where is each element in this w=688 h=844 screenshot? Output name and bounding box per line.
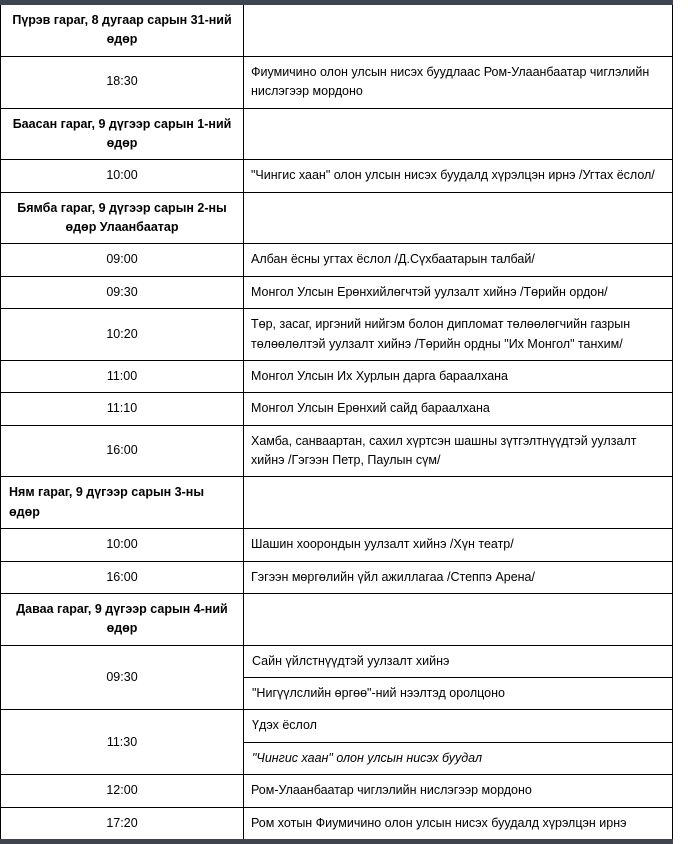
schedule-row: 10:00 Шашин хоорондын уулзалт хийнэ /Хүн …	[0, 528, 673, 562]
schedule-time: 09:00	[0, 243, 244, 277]
schedule-time: 16:00	[0, 424, 244, 478]
document-page: Пүрэв гараг, 8 дугаар сарын 31-ний өдөр …	[0, 0, 673, 844]
schedule-time: 11:00	[0, 359, 244, 394]
schedule-event-text: Ром хотын Фиумичино олон улсын нисэх буу…	[243, 806, 673, 842]
schedule-row: 10:20 Төр, засаг, иргэний нийгэм болон ди…	[0, 308, 673, 361]
schedule-time: 16:00	[0, 560, 244, 594]
day-header-label: Бямба гараг, 9 дүгээр сарын 2-ны өдөр Ул…	[0, 191, 244, 245]
day-header-empty-cell	[243, 592, 673, 646]
schedule-row: 17:20 Ром хотын Фиумичино олон улсын нисэ…	[0, 806, 673, 842]
schedule-time: 18:30	[0, 55, 244, 109]
day-header-empty-cell	[243, 191, 673, 245]
day-header-empty-cell	[243, 107, 673, 161]
schedule-row: 12:00 Ром-Улаанбаатар чиглэлийн нислэгээр…	[0, 774, 673, 808]
schedule-event-text: "Чингис хаан" олон улсын нисэх буудалд х…	[243, 159, 673, 193]
schedule-row: 16:00 Хамба, санваартан, сахил хүртсэн ша…	[0, 424, 673, 478]
day-header-row: Баасан гараг, 9 дүгээр сарын 1-ний өдөр	[0, 107, 673, 161]
schedule-event-sublist: Сайн үйлстнүүдтэй уулзалт хийнэ "Нигүүлсл…	[244, 645, 672, 710]
schedule-event-text: Төр, засаг, иргэний нийгэм болон диплома…	[243, 308, 673, 361]
schedule-event-text: Үдэх ёслол	[244, 710, 672, 743]
schedule-time: 17:20	[0, 806, 244, 842]
schedule-time: 11:30	[0, 709, 244, 776]
day-header-row: Даваа гараг, 9 дүгээр сарын 4-ний өдөр	[0, 592, 673, 646]
schedule-event-text: "Нигүүлслийн өргөө"-ний нээлтэд оролцоно	[252, 686, 505, 700]
schedule-time: 09:30	[0, 644, 244, 711]
schedule-event-text: Монгол Улсын Их Хурлын дарга бараалхана	[243, 359, 673, 394]
schedule-time: 10:00	[0, 528, 244, 562]
day-header-label: Ням гараг, 9 дүгээр сарын 3-ны өдөр	[0, 476, 244, 530]
schedule-table-body: Пүрэв гараг, 8 дугаар сарын 31-ний өдөр …	[0, 2, 673, 842]
schedule-event-text: "Чингис хаан" олон улсын нисэх буудал	[252, 750, 483, 765]
schedule-row: 09:30 Монгол Улсын Ерөнхийлөгчтэй уулзалт…	[0, 275, 673, 310]
schedule-time: 09:30	[0, 275, 244, 310]
schedule-row: 11:30 Үдэх ёслол "Чингис хаан" олон улсын …	[0, 709, 673, 776]
schedule-time: 11:10	[0, 392, 244, 426]
schedule-event-subrow: Сайн үйлстнүүдтэй уулзалт хийнэ	[244, 645, 672, 678]
day-header-row: Ням гараг, 9 дүгээр сарын 3-ны өдөр	[0, 476, 673, 530]
schedule-event-text: Хамба, санваартан, сахил хүртсэн шашны з…	[243, 424, 673, 478]
schedule-event-text: Гэгээн мөргөлийн үйл ажиллагаа /Степпэ А…	[243, 560, 673, 594]
day-header-empty-cell	[243, 2, 673, 57]
schedule-row: 16:00 Гэгээн мөргөлийн үйл ажиллагаа /Сте…	[0, 560, 673, 594]
day-header-label: Даваа гараг, 9 дүгээр сарын 4-ний өдөр	[0, 592, 244, 646]
schedule-time: 10:00	[0, 159, 244, 193]
schedule-time: 10:20	[0, 308, 244, 361]
schedule-event-text: Албан ёсны угтах ёслол /Д.Сүхбаатарын та…	[243, 243, 673, 277]
schedule-event-text: Монгол Улсын Ерөнхийлөгчтэй уулзалт хийн…	[243, 275, 673, 310]
schedule-row: 18:30 Фиумичино олон улсын нисэх буудлаас…	[0, 55, 673, 109]
schedule-event-text: Сайн үйлстнүүдтэй уулзалт хийнэ	[244, 645, 672, 678]
schedule-event-subrow: "Чингис хаан" олон улсын нисэх буудал	[244, 742, 672, 774]
day-header-row: Бямба гараг, 9 дүгээр сарын 2-ны өдөр Ул…	[0, 191, 673, 245]
schedule-row: 11:10 Монгол Улсын Ерөнхий сайд бараалхан…	[0, 392, 673, 426]
schedule-event-text: Монгол Улсын Ерөнхий сайд бараалхана	[243, 392, 673, 426]
day-header-row: Пүрэв гараг, 8 дугаар сарын 31-ний өдөр	[0, 2, 673, 57]
schedule-event-subrow: "Нигүүлслийн өргөө"-ний нээлтэд оролцоно	[244, 678, 672, 710]
day-header-empty-cell	[243, 476, 673, 530]
schedule-event-group: Сайн үйлстнүүдтэй уулзалт хийнэ "Нигүүлсл…	[243, 644, 673, 711]
day-header-label: Пүрэв гараг, 8 дугаар сарын 31-ний өдөр	[0, 2, 244, 57]
schedule-row: 10:00 "Чингис хаан" олон улсын нисэх бууд…	[0, 159, 673, 193]
schedule-event-subrow: Үдэх ёслол	[244, 710, 672, 743]
schedule-time: 12:00	[0, 774, 244, 808]
schedule-event-text: Ром-Улаанбаатар чиглэлийн нислэгээр морд…	[243, 774, 673, 808]
day-header-label: Баасан гараг, 9 дүгээр сарын 1-ний өдөр	[0, 107, 244, 161]
schedule-event-text: Фиумичино олон улсын нисэх буудлаас Ром-…	[243, 55, 673, 109]
schedule-event-text: Шашин хоорондын уулзалт хийнэ /Хүн театр…	[243, 528, 673, 562]
schedule-row: 09:30 Сайн үйлстнүүдтэй уулзалт хийнэ "Ниг…	[0, 644, 673, 711]
schedule-event-sublist: Үдэх ёслол "Чингис хаан" олон улсын нисэх…	[244, 710, 672, 774]
schedule-event-group: Үдэх ёслол "Чингис хаан" олон улсын нисэх…	[243, 709, 673, 776]
schedule-table: Пүрэв гараг, 8 дугаар сарын 31-ний өдөр …	[0, 0, 673, 844]
schedule-row: 09:00 Албан ёсны угтах ёслол /Д.Сүхбаатар…	[0, 243, 673, 277]
schedule-row: 11:00 Монгол Улсын Их Хурлын дарга бараал…	[0, 359, 673, 394]
